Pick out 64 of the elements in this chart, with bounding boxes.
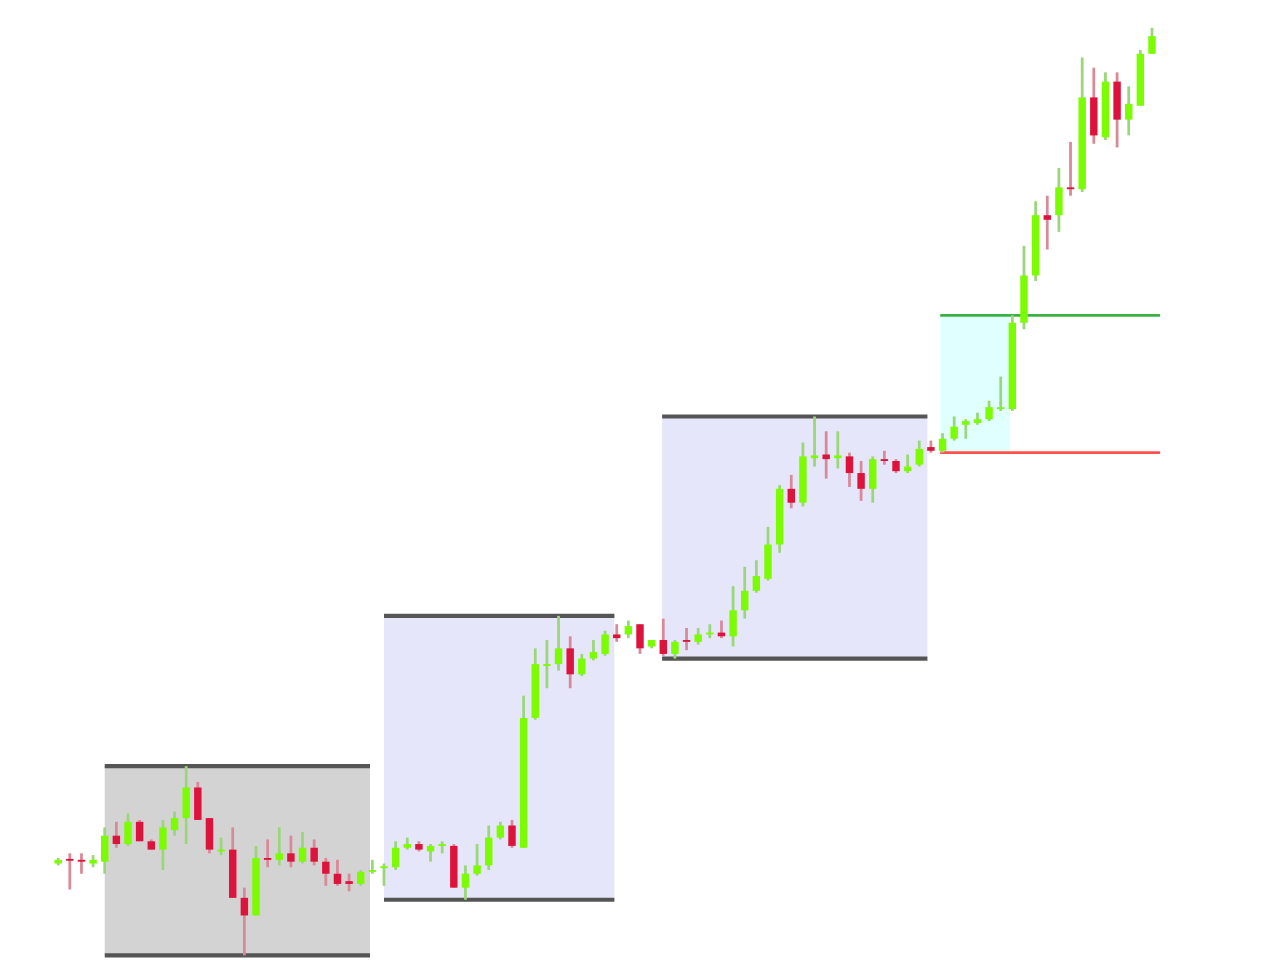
candlestick [729, 584, 737, 648]
candlestick [682, 626, 691, 652]
candlestick [508, 818, 516, 850]
candlestick [962, 417, 970, 441]
candlestick [880, 449, 889, 467]
candlestick [915, 439, 923, 468]
candlestick [194, 780, 202, 822]
candlestick [985, 399, 993, 423]
candlestick [1113, 70, 1121, 149]
candlestick [741, 565, 749, 621]
candlestick [752, 558, 761, 595]
candlestick [391, 839, 400, 872]
candlestick [473, 842, 481, 877]
candlestick [298, 830, 307, 865]
candlestick [869, 454, 877, 505]
candlestick [810, 415, 819, 468]
candlestick [671, 638, 679, 660]
candlestick [997, 375, 1005, 413]
candlestick [578, 652, 586, 678]
candlestick [1043, 194, 1051, 251]
candlestick [438, 839, 446, 855]
candlestick [368, 858, 377, 876]
candlestick [263, 838, 272, 869]
candlestick [822, 429, 830, 480]
candlestick [636, 622, 644, 656]
candlestick [1066, 140, 1075, 198]
candlestick [124, 812, 132, 848]
candlestick [287, 834, 295, 869]
candlestick [380, 862, 388, 888]
candlestick [589, 638, 598, 662]
candlestick [857, 459, 865, 503]
candlestick [845, 451, 854, 489]
candlestick [1148, 26, 1156, 56]
candlestick [566, 634, 574, 690]
candlestick [834, 429, 842, 470]
candlestick [554, 614, 563, 672]
candlestick [322, 856, 330, 888]
candlestick [1055, 166, 1063, 234]
candlestick [77, 851, 86, 876]
candlestick [799, 441, 807, 508]
candlestick [1125, 84, 1133, 137]
candlestick [182, 764, 190, 846]
candlestick [310, 838, 318, 867]
candlestick [66, 851, 74, 891]
candlestick [543, 638, 551, 690]
candlestick [659, 617, 667, 658]
candlestick [764, 525, 772, 583]
candlestick [485, 824, 493, 872]
candlestick [938, 431, 947, 455]
candlestick [601, 629, 609, 658]
candlestick [787, 473, 795, 510]
candlestick [950, 415, 958, 442]
candlestick [159, 818, 167, 872]
candlestick [205, 816, 214, 855]
candlestick [112, 820, 121, 850]
candlestick [1020, 244, 1028, 331]
candlestick [240, 886, 249, 957]
candlestick [101, 825, 109, 876]
candlestick [170, 810, 179, 838]
candlestick [450, 842, 458, 890]
candlestick [275, 825, 283, 867]
candlestick [333, 858, 342, 888]
candlestick [1090, 66, 1098, 146]
candlestick [461, 864, 470, 902]
